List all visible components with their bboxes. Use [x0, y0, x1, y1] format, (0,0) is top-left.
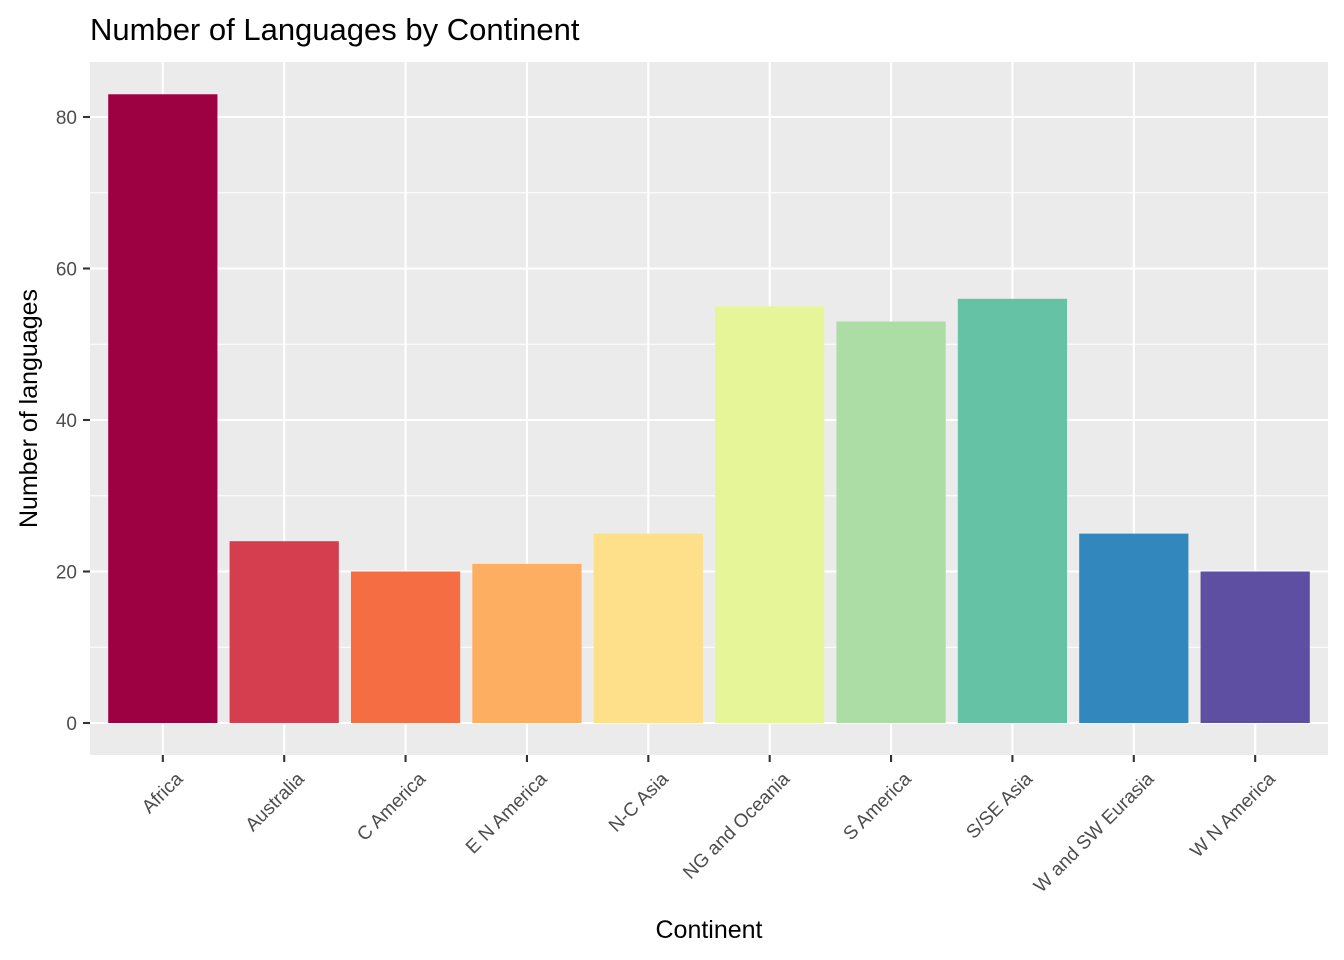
x-axis-title: Continent: [655, 916, 762, 944]
bar: [229, 541, 339, 723]
y-tick-label: 40: [56, 411, 77, 432]
bars: [108, 94, 1310, 723]
y-tick-label: 60: [56, 260, 77, 281]
bar: [1079, 533, 1189, 723]
y-tick-label: 0: [66, 714, 77, 735]
bar: [350, 571, 461, 723]
bar: [957, 298, 1068, 723]
y-axis: 0 20 40 60 80: [56, 108, 90, 735]
bar: [836, 321, 946, 723]
chart-title: Number of Languages by Continent: [90, 12, 580, 47]
y-axis-title: Number of languages: [15, 289, 43, 528]
bar: [593, 533, 703, 723]
bar: [472, 563, 582, 723]
bar: [1200, 571, 1310, 723]
bar: [108, 94, 218, 723]
y-tick-label: 80: [56, 108, 77, 129]
y-tick-label: 20: [56, 563, 77, 584]
bar: [715, 306, 825, 723]
